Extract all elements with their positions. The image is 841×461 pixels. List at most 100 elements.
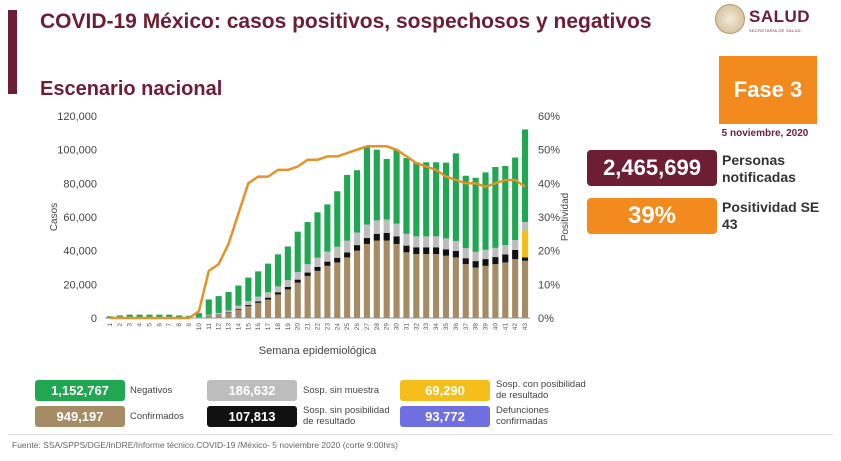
bar-segment (215, 296, 222, 313)
bar-segment (314, 266, 321, 271)
bar-segment (403, 158, 410, 234)
bar-segment (126, 314, 133, 318)
bar-segment (383, 232, 390, 241)
bar-segment (156, 314, 163, 318)
bar-segment (482, 259, 489, 266)
bar-segment (205, 315, 212, 318)
bar-segment (334, 191, 341, 247)
bar-segment (413, 247, 420, 255)
y2-tick-label: 60% (538, 111, 560, 123)
bar-segment (452, 251, 459, 258)
bar-segment (512, 249, 519, 250)
x-tick-label: 10 (196, 323, 203, 331)
bar-segment (512, 249, 519, 260)
bar-segment (502, 254, 509, 263)
bar-segment (521, 230, 529, 258)
bar-segment (403, 233, 410, 246)
bar-segment (166, 314, 173, 318)
x-tick-label: 14 (235, 323, 242, 331)
x-tick-label: 29 (384, 323, 391, 331)
x-tick-label: 21 (305, 323, 312, 331)
fase-badge: Fase 3 (719, 56, 817, 124)
bar-segment (344, 240, 351, 253)
bar-segment (324, 261, 331, 266)
bar-segment (225, 312, 232, 318)
bar-segment (512, 157, 519, 241)
bar-segment (225, 312, 232, 313)
bar-segment (383, 240, 390, 318)
bar-segment (284, 286, 291, 290)
bar-segment (116, 315, 123, 318)
x-tick-label: 27 (364, 323, 371, 331)
x-tick-label: 15 (245, 323, 252, 331)
bar-segment (205, 314, 212, 316)
x-tick-label: 31 (403, 323, 410, 331)
x-tick-label: 35 (443, 323, 450, 331)
bar-segment (452, 257, 459, 318)
bar-segment (334, 257, 341, 263)
x-tick-label: 6 (156, 323, 163, 327)
bar-segment (255, 271, 262, 297)
bar-segment (324, 251, 331, 262)
bar-segment (304, 222, 311, 265)
x-tick-label: 11 (206, 323, 213, 330)
bar-segment (502, 262, 509, 318)
bar-segment (245, 301, 252, 306)
bar-segment (235, 308, 242, 310)
x-axis-label: Semana epidemiológica (259, 345, 377, 357)
bar-segment (195, 317, 202, 318)
bar-segment (215, 314, 222, 318)
bar-segment (324, 204, 331, 252)
y-tick-label: 40,000 (63, 246, 97, 258)
bar-segment (383, 158, 390, 220)
bar-segment (255, 296, 262, 302)
bar-segment (265, 299, 272, 318)
bar-segment (265, 297, 272, 300)
bar-segment (433, 247, 440, 255)
legend-sin-muestra-label: Sosp. sin muestra (303, 385, 380, 396)
x-tick-label: 12 (216, 323, 223, 331)
notificadas-value: 2,465,699 (587, 150, 717, 186)
y-tick-label: 100,000 (57, 145, 97, 157)
bar-segment (482, 265, 489, 318)
bar-segment (423, 162, 430, 237)
bar-segment (462, 258, 469, 265)
x-tick-label: 7 (166, 323, 173, 327)
x-tick-label: 40 (492, 323, 499, 331)
bar-segment (423, 247, 430, 255)
bar-segment (255, 301, 262, 303)
bar-segment (225, 291, 232, 311)
bar-segment (314, 257, 321, 267)
x-tick-label: 8 (176, 323, 183, 327)
y2-tick-label: 30% (538, 212, 560, 224)
bar-segment (353, 232, 361, 246)
bar-segment (324, 265, 331, 318)
bar-segment (245, 277, 252, 302)
bar-segment (413, 254, 420, 318)
bar-segment (136, 314, 143, 318)
bar-segment (433, 162, 440, 237)
bar-segment (472, 177, 479, 252)
legend-negativos-label: Negativos (130, 385, 173, 396)
logo-text: SALUD (749, 7, 811, 26)
legend-defunciones-value: 93,772 (400, 406, 490, 427)
y2-tick-label: 20% (538, 246, 560, 258)
bar-segment (373, 149, 380, 221)
legend-sin-posibilidad-value: 107,813 (207, 406, 297, 427)
bar-segment (146, 314, 153, 318)
bar-segment (274, 286, 282, 293)
x-tick-label: 36 (453, 323, 460, 331)
bar-segment (334, 246, 341, 258)
y2-axis-label: Positividad (560, 193, 571, 241)
bar-segment (225, 310, 232, 313)
x-tick-label: 33 (423, 323, 430, 331)
x-tick-label: 5 (146, 323, 153, 327)
y-tick-label: 0 (91, 313, 97, 325)
x-tick-label: 19 (285, 323, 292, 331)
legend-sin-posibilidad-label: Sosp. sin posibilidad de resultado (303, 405, 390, 427)
bar-segment (205, 299, 212, 315)
bar-segment (284, 289, 291, 318)
bar-segment (353, 250, 361, 318)
bar-segment (512, 240, 519, 250)
bar-segment (314, 270, 321, 318)
